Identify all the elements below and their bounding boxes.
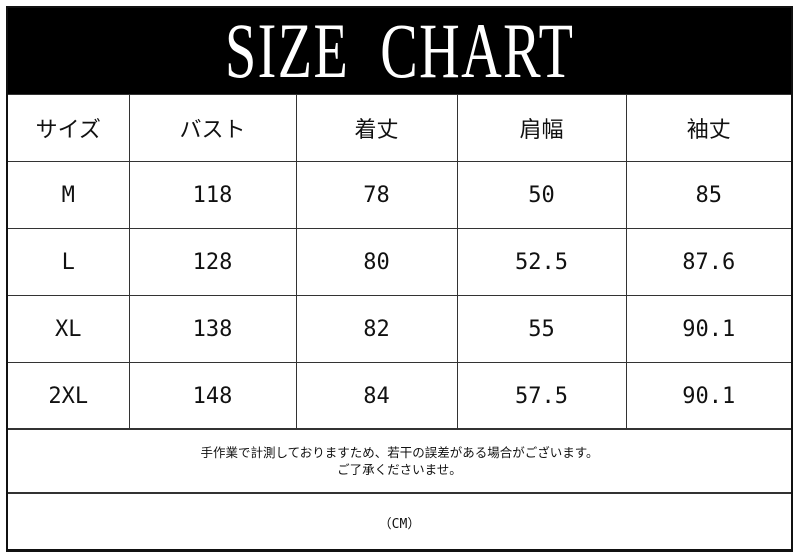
header-row: サイズ バスト 着丈 肩幅 袖丈: [8, 94, 791, 162]
header-shoulder: 肩幅: [456, 94, 627, 162]
table-row: L 128 80 52.5 87.6: [8, 228, 791, 296]
note-line-1: 手作業で計測しておりますため、若干の誤差がある場合がございます。: [200, 444, 599, 460]
size-table: サイズ バスト 着丈 肩幅 袖丈 M 118 78 50 85 L 128 80…: [8, 94, 791, 430]
cell-sleeve: 90.1: [625, 295, 791, 363]
cell-bust: 118: [128, 161, 297, 229]
cell-length: 78: [295, 161, 458, 229]
cell-size: 2XL: [8, 362, 130, 430]
size-chart: SIZE CHART サイズ バスト 着丈 肩幅 袖丈 M 118 78 50 …: [6, 6, 793, 552]
cell-size: L: [8, 228, 130, 296]
cell-shoulder: 52.5: [456, 228, 627, 296]
cell-size: XL: [8, 295, 130, 363]
table-row: XL 138 82 55 90.1: [8, 295, 791, 363]
note-line-2: ご了承くださいませ。: [337, 461, 462, 477]
cell-size: M: [8, 161, 130, 229]
unit-label: （CM）: [378, 517, 421, 532]
cell-sleeve: 90.1: [625, 362, 791, 430]
cell-bust: 138: [128, 295, 297, 363]
table-row: 2XL 148 84 57.5 90.1: [8, 362, 791, 430]
cell-length: 80: [295, 228, 458, 296]
cell-shoulder: 50: [456, 161, 627, 229]
chart-title: SIZE CHART: [8, 7, 791, 94]
header-length: 着丈: [295, 94, 458, 162]
header-size: サイズ: [8, 94, 130, 162]
cell-sleeve: 87.6: [625, 228, 791, 296]
table-row: M 118 78 50 85: [8, 161, 791, 229]
cell-shoulder: 55: [456, 295, 627, 363]
cell-shoulder: 57.5: [456, 362, 627, 430]
header-sleeve: 袖丈: [625, 94, 791, 162]
cell-bust: 128: [128, 228, 297, 296]
cell-length: 82: [295, 295, 458, 363]
cell-bust: 148: [128, 362, 297, 430]
cell-length: 84: [295, 362, 458, 430]
measurement-note: 手作業で計測しておりますため、若干の誤差がある場合がございます。 ご了承ください…: [8, 428, 791, 494]
header-bust: バスト: [128, 94, 297, 162]
cell-sleeve: 85: [625, 161, 791, 229]
chart-title-text: SIZE CHART: [224, 7, 575, 94]
